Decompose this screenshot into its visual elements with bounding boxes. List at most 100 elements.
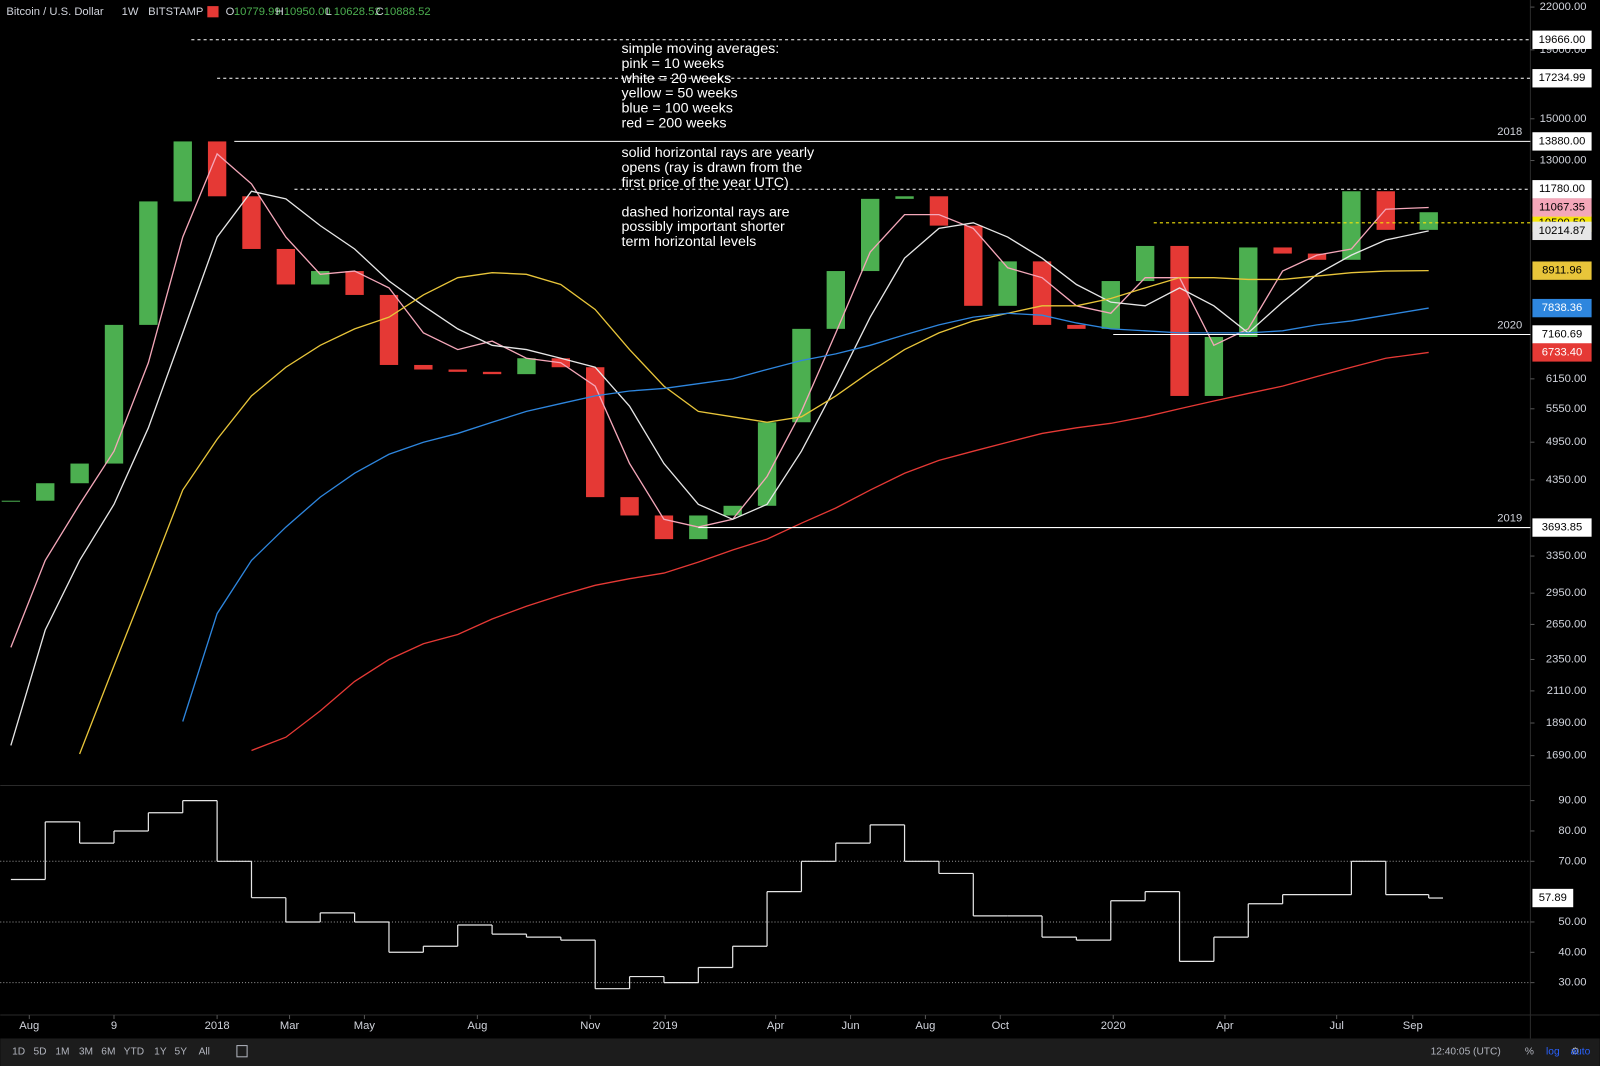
ma-label-box	[1532, 198, 1592, 217]
annotation: opens (ray is drawn from the	[621, 160, 802, 176]
ma-label-box	[1532, 298, 1592, 318]
ray-label-box	[1532, 180, 1592, 199]
compare-icon[interactable]	[236, 1045, 248, 1058]
x-tick-label: 2018	[205, 1020, 230, 1032]
y-tick-label: 2350.00	[1546, 653, 1587, 665]
moving-average	[182, 307, 1429, 722]
ray-year: 2019	[1497, 512, 1522, 524]
candle	[998, 261, 1017, 306]
x-tick-label: Aug	[467, 1020, 487, 1032]
flag-icon[interactable]	[207, 6, 219, 18]
ma-label: 7838.36	[1542, 302, 1583, 314]
range-button[interactable]: All	[199, 1046, 210, 1057]
range-button[interactable]: YTD	[124, 1046, 144, 1057]
symbol: Bitcoin / U.S. Dollar	[6, 6, 104, 18]
candle	[1101, 281, 1120, 329]
range-button[interactable]: 1Y	[154, 1046, 167, 1057]
ohlc-value: 10950.00	[284, 6, 331, 18]
percent-toggle[interactable]: %	[1525, 1046, 1534, 1057]
candle	[173, 141, 192, 202]
range-button[interactable]: 5Y	[175, 1046, 188, 1057]
x-tick-label: Sep	[1403, 1020, 1423, 1032]
candle	[620, 497, 639, 516]
rsi-tick-label: 30.00	[1558, 977, 1586, 989]
ray-label-box	[1532, 30, 1592, 49]
ohlc-value: 10779.99	[234, 6, 281, 18]
ma-label-box	[1532, 261, 1592, 280]
ray-label: 17234.99	[1539, 72, 1586, 84]
candle	[482, 371, 502, 375]
ray-year: 2020	[1497, 319, 1522, 331]
y-tick-label: 2650.00	[1546, 618, 1587, 630]
candle	[379, 294, 399, 365]
ray-label: 11780.00	[1539, 183, 1585, 195]
candle	[929, 196, 949, 226]
x-tick-label: Aug	[915, 1020, 935, 1032]
range-button[interactable]: 5D	[34, 1046, 47, 1057]
range-button[interactable]: 3M	[79, 1046, 93, 1057]
y-tick-label: 1890.00	[1546, 717, 1587, 729]
candle	[826, 271, 845, 329]
ohlc-key: H	[276, 6, 284, 18]
candle	[276, 248, 296, 285]
moving-average	[10, 190, 1429, 746]
ray-label-box	[1532, 69, 1592, 88]
range-button[interactable]: 1D	[12, 1046, 25, 1057]
ohlc-value: 10628.52	[334, 6, 381, 18]
annotation: first price of the year UTC)	[621, 175, 788, 191]
toolbar	[0, 1038, 1600, 1066]
ray-label-box	[1532, 518, 1592, 537]
candle	[139, 201, 158, 325]
annotation: solid horizontal rays are yearly	[621, 145, 815, 161]
x-tick-label: 2020	[1101, 1020, 1126, 1032]
annotation: dashed horizontal rays are	[621, 204, 789, 220]
y-tick-label: 15000.00	[1540, 113, 1587, 125]
settings-icon[interactable]: ⚙	[1571, 1046, 1580, 1057]
ma-label: 8911.96	[1542, 265, 1582, 277]
y-tick-label: 6150.00	[1546, 373, 1587, 385]
candle	[517, 358, 536, 375]
candle	[1307, 253, 1327, 260]
ray-label: 7160.69	[1542, 328, 1583, 340]
candle	[1204, 336, 1224, 396]
candle	[1, 500, 21, 502]
ray-label: 3693.85	[1542, 522, 1583, 534]
ma-label: 11067.35	[1539, 201, 1585, 213]
annotation: blue = 100 weeks	[621, 101, 732, 117]
x-tick-label: Jun	[841, 1020, 859, 1032]
candle	[723, 505, 742, 516]
range-button[interactable]: 6M	[101, 1046, 115, 1057]
rsi-tick-label: 80.00	[1558, 825, 1586, 837]
x-tick-label: May	[354, 1020, 376, 1032]
rsi-tick-label: 50.00	[1558, 916, 1586, 928]
candle	[1067, 324, 1086, 329]
rsi-tick-label: 40.00	[1558, 946, 1586, 958]
range-button[interactable]: 1M	[55, 1046, 69, 1057]
y-tick-label: 5550.00	[1546, 403, 1587, 415]
y-tick-label: 4950.00	[1546, 436, 1587, 448]
candle	[1032, 261, 1052, 325]
x-tick-label: Apr	[767, 1020, 785, 1032]
ma-label: 10214.87	[1539, 225, 1586, 237]
annotation: possibly important shorter	[621, 219, 785, 235]
clock: 12:40:05 (UTC)	[1431, 1046, 1501, 1057]
ray-label: 13880.00	[1539, 135, 1586, 147]
rsi-tick-label: 90.00	[1558, 795, 1586, 807]
x-tick-label: Oct	[992, 1020, 1010, 1032]
annotation: simple moving averages:	[621, 41, 779, 57]
log-toggle[interactable]: log	[1546, 1046, 1560, 1057]
moving-average	[78, 269, 1429, 755]
ma-label-box	[1532, 343, 1592, 362]
y-tick-label: 4350.00	[1546, 474, 1587, 486]
ohlc-value: 10888.52	[384, 6, 431, 18]
annotation: red = 200 weeks	[621, 116, 726, 132]
x-tick-label: Mar	[280, 1020, 300, 1032]
x-tick-label: 2019	[653, 1020, 678, 1032]
interval: 1W	[122, 6, 139, 18]
auto-toggle[interactable]: auto	[1570, 1046, 1590, 1057]
candle	[1170, 245, 1189, 396]
rsi-label: 57.89	[1539, 892, 1567, 904]
ma-label: 6733.40	[1542, 346, 1583, 358]
candle	[104, 324, 124, 464]
